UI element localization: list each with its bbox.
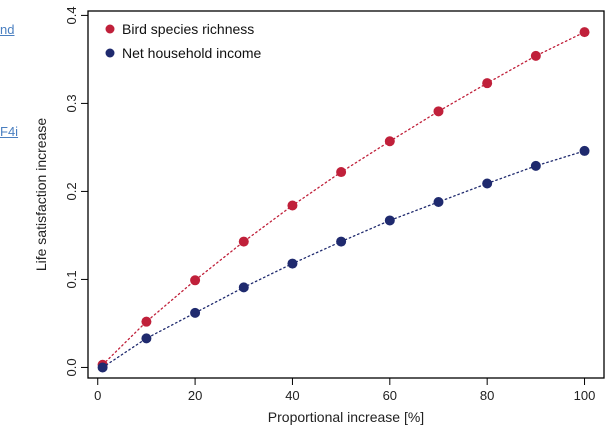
data-point-series-0 [433, 106, 444, 117]
x-tick-label: 40 [285, 388, 299, 403]
data-point-series-1 [433, 196, 444, 207]
legend-marker-1 [105, 48, 115, 58]
data-point-series-1 [238, 282, 249, 293]
left-margin-strip [0, 0, 22, 430]
x-tick-label: 100 [574, 388, 596, 403]
data-point-series-1 [336, 236, 347, 247]
data-point-series-1 [384, 215, 395, 226]
y-axis-title: Life satisfaction increase [33, 118, 49, 272]
x-tick-label: 80 [480, 388, 494, 403]
data-point-series-1 [190, 307, 201, 318]
y-tick-label: 0.0 [64, 358, 79, 376]
data-point-series-0 [384, 136, 395, 147]
y-axis: 0.0 0.1 0.2 0.3 0.4 [64, 6, 88, 376]
data-point-series-1 [579, 145, 590, 156]
data-point-series-0 [190, 275, 201, 286]
legend-marker-0 [105, 24, 115, 34]
plot-frame [87, 10, 605, 379]
cropped-link-fragment-1[interactable]: nd [0, 22, 15, 37]
data-point-series-0 [482, 78, 493, 89]
x-tick-label: 0 [94, 388, 101, 403]
x-tick-label: 60 [383, 388, 397, 403]
data-point-series-0 [530, 50, 541, 61]
cropped-link-fragment-2[interactable]: F4i [0, 124, 19, 139]
y-tick-label: 0.3 [64, 94, 79, 112]
series-layer [97, 27, 590, 373]
series-line-1 [101, 150, 586, 369]
x-axis: 0 20 40 60 80 100 [94, 378, 595, 403]
data-point-series-0 [336, 167, 347, 178]
data-point-series-1 [287, 258, 298, 269]
y-tick-label: 0.1 [64, 270, 79, 288]
x-tick-label: 20 [188, 388, 202, 403]
y-tick-label: 0.2 [64, 182, 79, 200]
data-point-series-0 [141, 316, 152, 327]
legend-label-1: Net household income [122, 45, 262, 61]
legend-label-0: Bird species richness [122, 21, 254, 37]
data-point-series-0 [238, 236, 249, 247]
data-point-series-0 [287, 200, 298, 211]
data-point-series-1 [97, 362, 108, 373]
data-point-series-0 [579, 27, 590, 38]
data-point-series-1 [530, 160, 541, 171]
legend: Bird species richness Net household incom… [105, 21, 262, 61]
y-tick-label: 0.4 [64, 6, 79, 24]
series-line-0 [101, 31, 586, 366]
data-point-series-1 [482, 178, 493, 189]
x-axis-title: Proportional increase [%] [268, 409, 424, 425]
data-point-series-1 [141, 333, 152, 344]
